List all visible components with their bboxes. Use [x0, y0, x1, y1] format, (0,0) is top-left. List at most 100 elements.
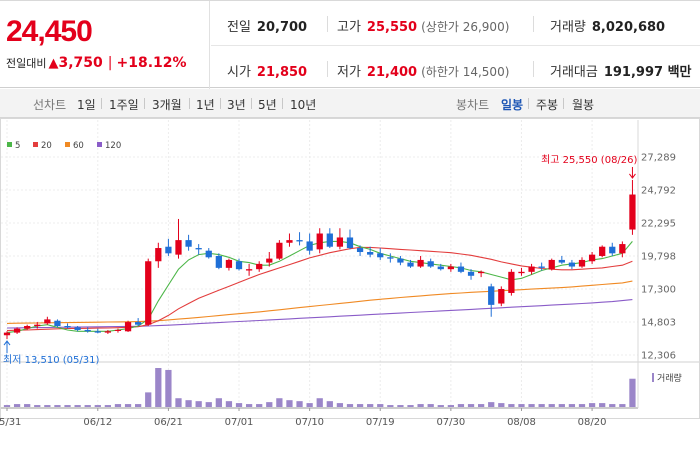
candle-body	[326, 233, 333, 247]
volume-bar	[316, 398, 323, 407]
period-1d[interactable]: 1일	[77, 98, 96, 112]
candle-body	[477, 271, 485, 274]
volume-bar	[407, 405, 414, 407]
candle-body	[437, 266, 444, 270]
candle-body	[235, 261, 243, 270]
volume-bar	[306, 403, 313, 407]
period-5y[interactable]: 5년	[258, 98, 277, 112]
ma60-line	[6, 280, 633, 324]
candle-body	[145, 261, 152, 325]
candle-body	[286, 240, 293, 243]
lower-limit: (하한가 14,500)	[421, 65, 510, 79]
candle-body	[367, 252, 374, 255]
ma120-line	[6, 299, 633, 329]
candle-monthly[interactable]: 월봉	[572, 98, 595, 112]
candle-body	[124, 322, 132, 332]
volume-bar	[225, 401, 233, 407]
volume-bar	[467, 404, 475, 407]
volume-bar	[356, 404, 364, 407]
volume-bar	[296, 401, 303, 407]
turnover-label: 거래대금	[550, 65, 598, 80]
volume-bar	[74, 405, 81, 407]
volume-bar	[578, 404, 586, 407]
volume-bar	[346, 404, 354, 407]
change-amount: 3,750	[58, 55, 103, 71]
candle-body	[245, 269, 253, 271]
candle-body	[538, 266, 545, 268]
volume-stat: 거래량 8,020,680	[550, 16, 665, 35]
candle-body	[377, 253, 384, 258]
x-tick-label: 07/01	[225, 417, 254, 428]
volume-bar	[568, 404, 576, 407]
period-3y[interactable]: 3년	[227, 98, 246, 112]
candle-body	[155, 248, 162, 262]
candle-body	[629, 194, 636, 230]
candle-body	[3, 332, 11, 336]
candle-body	[44, 319, 51, 324]
divider	[533, 16, 534, 32]
candle-body	[185, 240, 192, 247]
volume-bar	[447, 405, 454, 407]
period-3m[interactable]: 3개월	[152, 98, 182, 112]
volume-bar	[54, 405, 61, 407]
divider	[101, 98, 102, 109]
x-tick-label: 07/19	[366, 417, 395, 428]
candle-body	[13, 328, 21, 333]
day-high: 고가 25,550 (상한가 26,900)	[337, 16, 509, 35]
candle-body	[387, 257, 394, 259]
x-tick-label: 06/21	[154, 417, 183, 428]
candle-weekly[interactable]: 주봉	[536, 98, 559, 112]
volume-bar	[266, 402, 273, 407]
volume-bar	[235, 403, 243, 407]
high-value: 25,550	[366, 20, 418, 35]
change-rate: +18.12%	[116, 55, 187, 71]
open-price: 시가 21,850	[227, 61, 307, 80]
candle-body	[104, 331, 112, 333]
candle-body	[508, 271, 515, 293]
volume-bar	[84, 405, 91, 407]
candle-body	[588, 254, 596, 262]
candle-body	[528, 266, 535, 272]
candle-body	[578, 259, 586, 267]
period-10y[interactable]: 10년	[290, 98, 317, 112]
candle-body	[84, 329, 91, 332]
candle-body	[306, 241, 313, 251]
period-1w[interactable]: 1주일	[109, 98, 139, 112]
volume-bar	[94, 405, 101, 407]
candle-daily[interactable]: 일봉	[501, 98, 524, 112]
quote-panel: 24,450 전일대비 ▲3,750 | +18.12% 전일 20,700 고가 25,…	[0, 0, 700, 89]
legend-label: 120	[105, 141, 121, 151]
candle-body	[316, 233, 323, 250]
x-tick-label: 07/10	[295, 417, 324, 428]
price-summary: 24,450 전일대비 ▲3,750 | +18.12%	[0, 1, 210, 89]
volume-bar	[619, 404, 626, 407]
divider	[189, 98, 190, 109]
candle-body	[225, 259, 233, 268]
volume-bar	[64, 405, 71, 407]
change-label: 전일대비	[6, 57, 47, 70]
volume-bar	[477, 404, 485, 407]
volume-bar	[588, 403, 596, 407]
candle-body	[175, 240, 182, 255]
volume-bar	[397, 405, 404, 407]
max-arrow-head	[629, 173, 636, 179]
candle-chart-label: 봉차트	[456, 98, 490, 112]
period-1y[interactable]: 1년	[196, 98, 215, 112]
prev-close-label: 전일	[227, 20, 251, 35]
y-tick-label: 12,306	[641, 351, 676, 362]
candle-body	[276, 242, 283, 259]
open-label: 시가	[227, 65, 251, 80]
candle-body	[609, 246, 616, 254]
line-chart-label: 선차트	[33, 98, 67, 112]
ma-legend: 5 20 60 120	[7, 141, 121, 151]
divider	[327, 61, 328, 77]
x-tick-label: 08/20	[578, 417, 607, 428]
moving-average-lines	[6, 240, 633, 334]
volume-bar	[286, 400, 293, 407]
candle-body	[518, 271, 525, 274]
candle-body	[427, 261, 434, 267]
volume-bar	[256, 404, 263, 407]
candle-body	[94, 331, 101, 333]
candle-body	[558, 259, 565, 263]
candle-body	[266, 258, 273, 263]
